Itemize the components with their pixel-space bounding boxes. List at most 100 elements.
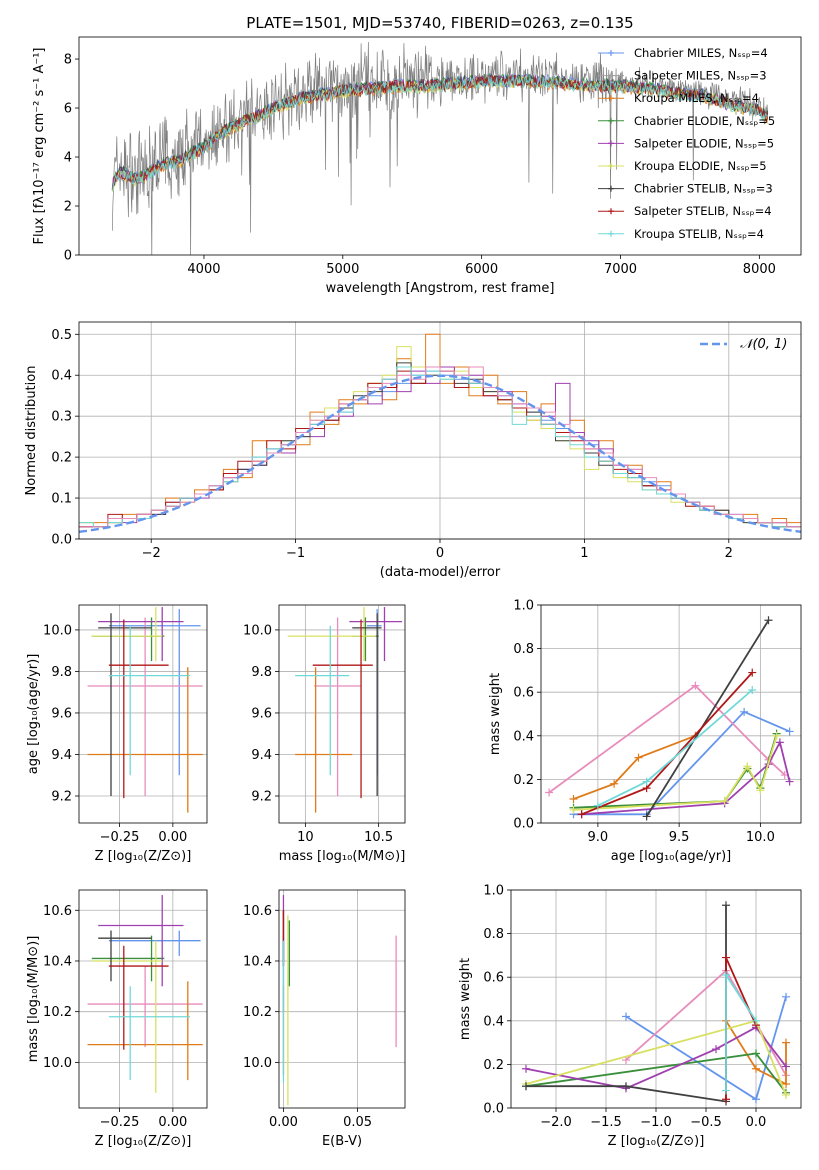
y-tick-label: 9.2 <box>251 790 272 805</box>
histogram-panel: −2 −1 0 1 2 0.0 0.1 0.2 0.3 0.4 0.5 (data-model)/er… <box>24 321 802 580</box>
y-tick-label: 1.0 <box>483 884 504 899</box>
data-marker <box>608 72 614 79</box>
y-tick-label: 9.8 <box>51 665 72 680</box>
data-marker <box>722 1086 730 1095</box>
axis-layer: 0.00 0.05 10.0 10.2 10.4 10.6 E(B-V) <box>243 889 406 1149</box>
x-tick-label: 5000 <box>326 262 359 277</box>
data-marker <box>752 1064 760 1073</box>
legend-label: 𝒩(0, 1) <box>740 337 787 352</box>
legend: Chabrier MILES, Nₛₛₚ=4 Salpeter MILES, Nₛ… <box>598 46 775 241</box>
x-axis-label: E(B-V) <box>322 1134 362 1149</box>
x-tick-label: 10 <box>297 830 314 845</box>
data-marker <box>569 805 578 814</box>
axis-layer: −2 −1 0 1 2 0.0 0.1 0.2 0.3 0.4 0.5 (data-model)/er… <box>24 321 802 580</box>
data-marker <box>545 788 554 797</box>
data-marker <box>740 707 749 716</box>
plot-area <box>111 41 769 255</box>
x-axis-label: Z [log₁₀(Z/Z⊙)] <box>608 1134 705 1149</box>
y-tick-label: 10.6 <box>43 904 72 919</box>
plot-area <box>282 895 397 1106</box>
x-axis-label: age [log₁₀(age/yr)] <box>611 849 732 864</box>
axes-frame <box>78 604 208 824</box>
y-tick-label: 0.6 <box>513 686 534 701</box>
x-tick-label: 0.00 <box>158 1115 187 1130</box>
y-tick-label: 10.4 <box>43 954 72 969</box>
plot-area <box>87 607 203 813</box>
y-tick-label: 0.4 <box>483 1014 504 1029</box>
data-marker <box>642 812 651 821</box>
data-marker <box>610 779 619 788</box>
x-tick-label: 0.00 <box>269 1115 298 1130</box>
data-marker <box>622 1082 630 1091</box>
x-axis-label: Z [log₁₀(Z/Z⊙)] <box>95 1134 192 1149</box>
y-axis-label: age [log₁₀(age/yr)] <box>26 654 41 775</box>
axis-layer: −0.25 0.00 10.0 10.2 10.4 10.6 Z [log₁₀(Z/Z⊙)]… <box>26 889 208 1149</box>
data-marker <box>748 686 757 695</box>
axis-layer: 10 10.5 9.2 9.4 9.6 9.8 10.0 mass [log₁₀(M/M⊙)] <box>243 604 406 864</box>
axes-frame <box>78 36 802 256</box>
data-marker <box>569 795 578 804</box>
data-marker <box>775 738 784 747</box>
y-tick-label: 10.0 <box>43 1056 72 1071</box>
y-tick-label: 0.8 <box>513 642 534 657</box>
y-tick-label: 9.8 <box>251 665 272 680</box>
data-marker <box>764 616 773 625</box>
legend-label: Chabrier MILES, Nₛₛₚ=4 <box>634 46 768 60</box>
data-marker <box>752 1016 760 1025</box>
data-marker <box>752 1049 760 1058</box>
x-tick-label: 6000 <box>465 262 498 277</box>
data-marker <box>642 777 651 786</box>
y-tick-label: 0.0 <box>513 817 534 832</box>
data-marker <box>772 731 781 740</box>
y-tick-label: 10.0 <box>243 1056 272 1071</box>
legend-label: Salpeter STELIB, Nₛₛₚ=4 <box>634 204 772 218</box>
data-marker <box>608 50 614 56</box>
x-tick-label: −0.5 <box>690 1115 722 1130</box>
model-spectrum-line <box>111 74 768 192</box>
data-marker <box>756 786 765 795</box>
y-tick-label: 9.6 <box>251 706 272 721</box>
y-tick-label: 0.8 <box>483 927 504 942</box>
axis-layer: −2.0 −1.5 −1.0 −0.5 0.0 0.0 0.2 0.4 0.6 0.8 1.0 Z [… <box>458 884 802 1149</box>
plot-area <box>287 607 403 813</box>
weight-line <box>573 734 696 800</box>
plot-area <box>545 616 794 821</box>
y-tick-label: 8 <box>64 53 72 68</box>
data-marker <box>782 1062 790 1071</box>
y-tick-label: 0.0 <box>51 533 72 548</box>
mass-vs-metallicity-panel: −0.25 0.00 10.0 10.2 10.4 10.6 Z [log₁₀(Z/Z⊙)]… <box>26 889 208 1149</box>
y-tick-label: 10.2 <box>243 1005 272 1020</box>
weight-line <box>597 689 753 807</box>
y-tick-label: 0.5 <box>51 328 72 343</box>
x-tick-label: 9.0 <box>588 830 609 845</box>
data-marker <box>785 777 794 786</box>
y-tick-label: 9.6 <box>51 706 72 721</box>
x-tick-label: 0.0 <box>746 1115 767 1130</box>
y-tick-label: 10.0 <box>243 623 272 638</box>
y-tick-label: 10.2 <box>43 1005 72 1020</box>
x-tick-label: −2.0 <box>540 1115 572 1130</box>
x-tick-label: −2 <box>142 546 161 561</box>
data-marker <box>722 1095 730 1104</box>
data-marker <box>722 953 730 962</box>
data-marker <box>712 1045 720 1054</box>
plot-area <box>87 895 203 1093</box>
y-axis-label: mass weight <box>458 958 473 1040</box>
age-vs-mass-panel: 10 10.5 9.2 9.4 9.6 9.8 10.0 mass [log₁₀(M/M⊙)] <box>243 604 406 864</box>
y-tick-label: 9.4 <box>251 748 272 763</box>
x-tick-label: −1 <box>286 546 305 561</box>
weight-line <box>573 735 778 811</box>
x-tick-label: 4000 <box>187 262 220 277</box>
y-tick-label: 0.2 <box>51 451 72 466</box>
data-marker <box>720 797 729 806</box>
data-marker <box>782 1090 790 1099</box>
axes-frame <box>278 604 406 824</box>
x-tick-label: 9.5 <box>669 830 690 845</box>
y-tick-label: 9.2 <box>51 790 72 805</box>
legend-label: Kroupa ELODIE, Nₛₛₚ=5 <box>634 159 767 173</box>
y-tick-label: 1.0 <box>513 599 534 614</box>
mass-weight-vs-age-panel: 9.0 9.5 10.0 0.0 0.2 0.4 0.6 0.8 1.0 age [log₁₀(a… <box>488 599 802 864</box>
data-marker <box>593 801 602 810</box>
data-marker <box>743 762 752 771</box>
x-tick-label: −1.5 <box>590 1115 622 1130</box>
